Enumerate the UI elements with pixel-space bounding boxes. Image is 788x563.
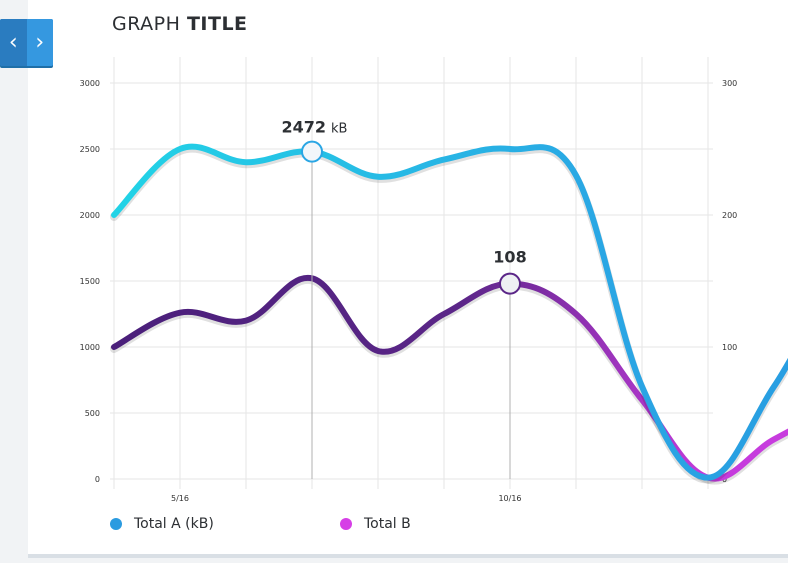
legend-label-total-b: Total B [364,516,411,532]
callout-label: 2472 kB [282,118,348,137]
y-tick-label-left: 2000 [80,211,100,220]
legend-label-total-a: Total A (kB) [134,516,214,532]
legend-swatch-total-b [340,518,352,530]
callouts: 2472kB108648kB104 [282,118,527,479]
y-tick-label-right: 300 [722,79,737,88]
data-point-marker [499,272,521,295]
legend-item-total-a[interactable]: Total A (kB) [110,516,340,532]
legend-item-total-b[interactable]: Total B [340,516,570,532]
y-tick-label-right: 200 [722,211,737,220]
y-tick-label-left: 0 [95,475,100,484]
grid [110,57,713,489]
chevron-left-icon: ‹ [8,30,18,55]
y-tick-label-left: 500 [85,409,100,418]
x-tick-label: 5/16 [171,494,189,503]
y-tick-label-left: 3000 [80,79,100,88]
chevron-right-icon: › [35,30,45,55]
legend-swatch-total-a [110,518,122,530]
chart-card [28,0,788,558]
next-button[interactable]: › [26,19,53,66]
chart-nav: ‹ › [0,19,53,66]
chart-title-light: GRAPH [112,13,181,35]
series-total-a-line [111,143,788,481]
chart-title: GRAPH TITLE [112,13,248,35]
y-tick-label-left: 1000 [80,343,100,352]
data-point-marker [301,140,323,163]
prev-button[interactable]: ‹ [0,19,27,66]
chart-title-bold: TITLE [186,13,248,35]
callout-label: 108 [493,248,526,267]
series-total-b-line [111,275,788,482]
y-tick-label-left: 1500 [80,277,100,286]
y-tick-label-left: 2500 [80,145,100,154]
legend: Total A (kB) Total B [110,516,570,532]
x-tick-label: 10/16 [498,494,521,503]
series [110,143,788,485]
y-tick-label-right: 100 [722,343,737,352]
